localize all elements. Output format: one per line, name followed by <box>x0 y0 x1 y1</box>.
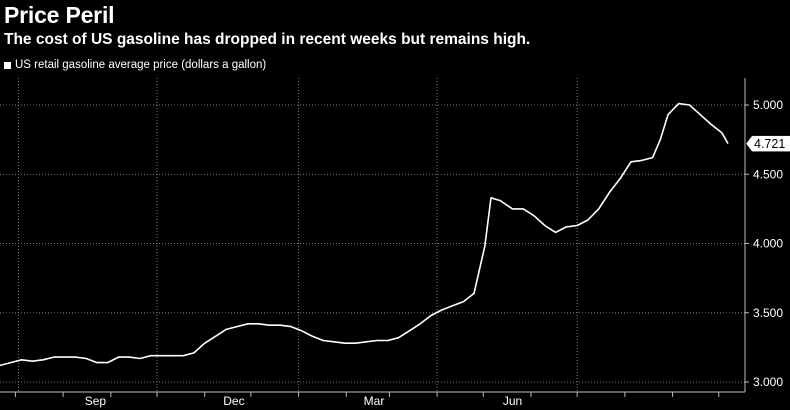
last-value-label: 4.721 <box>754 137 785 151</box>
x-tick-label: Jun <box>503 394 522 408</box>
chart-legend: US retail gasoline average price (dollar… <box>4 59 266 71</box>
x-tick-label: Mar <box>364 394 385 408</box>
last-value-box <box>745 135 790 152</box>
y-axis: 3.000 3.500 4.000 4.500 5.000 4.721 <box>744 78 790 392</box>
x-tick-label: Dec <box>223 394 244 408</box>
chart-title: Price Peril <box>4 2 115 28</box>
y-tick-label: 5.000 <box>753 98 783 112</box>
y-tick-label: 4.500 <box>753 167 783 181</box>
y-tick-label: 3.500 <box>753 306 783 320</box>
chart-subtitle: The cost of US gasoline has dropped in r… <box>4 31 531 48</box>
x-tick-label: Sep <box>85 394 107 408</box>
legend-label: US retail gasoline average price (dollar… <box>15 59 267 71</box>
series-line <box>0 102 729 367</box>
y-tick-label: 3.000 <box>753 375 783 389</box>
series-layer <box>0 102 729 367</box>
gridlines <box>0 78 745 392</box>
y-tick-label: 4.000 <box>753 237 783 251</box>
x-axis: Sep Dec Mar Jun <box>0 391 745 408</box>
legend-swatch <box>4 61 11 69</box>
